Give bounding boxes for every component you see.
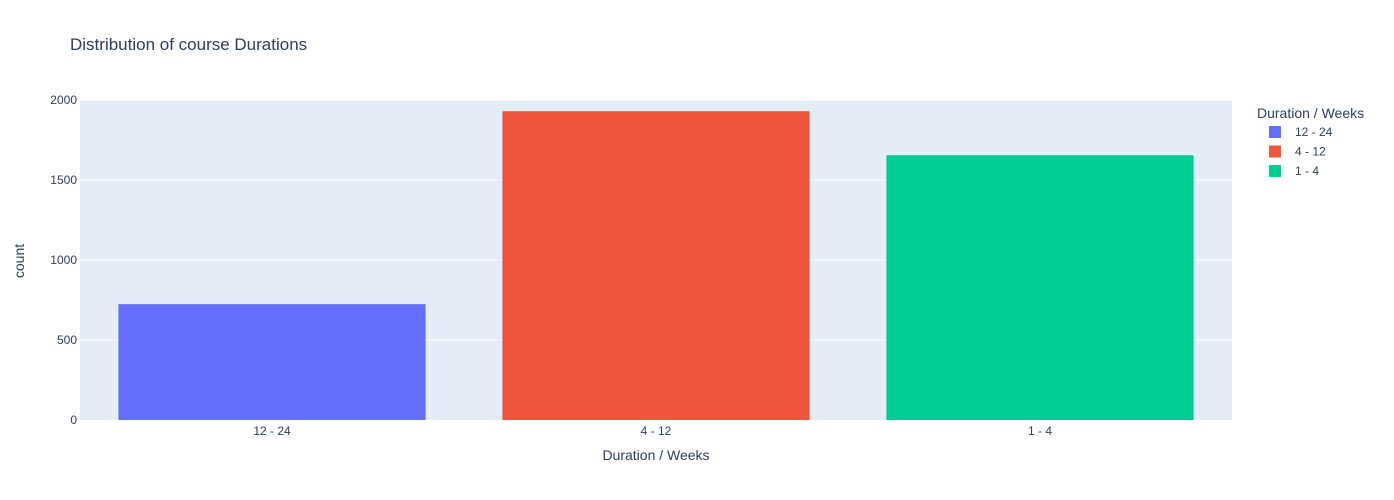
legend-label[interactable]: 4 - 12	[1295, 145, 1326, 159]
y-tick-label: 2000	[50, 93, 77, 107]
bar-4-12	[502, 111, 810, 420]
legend-swatch[interactable]	[1269, 165, 1281, 177]
y-tick-label: 1500	[50, 173, 77, 187]
legend-label[interactable]: 1 - 4	[1295, 164, 1319, 178]
legend-swatch[interactable]	[1269, 145, 1281, 158]
legend-title: Duration / Weeks	[1257, 105, 1364, 121]
x-axis-ticks: 12 - 24 4 - 12 1 - 4	[253, 424, 1052, 438]
y-tick-label: 0	[70, 413, 77, 427]
y-tick-label: 1000	[50, 253, 77, 267]
legend: Duration / Weeks 12 - 24 4 - 12 1 - 4	[1257, 105, 1364, 178]
x-tick-label: 1 - 4	[1028, 424, 1052, 438]
bar-1-4	[886, 155, 1194, 420]
x-tick-label: 4 - 12	[641, 424, 672, 438]
bars	[118, 111, 1194, 420]
x-tick-label: 12 - 24	[253, 424, 291, 438]
legend-swatch[interactable]	[1269, 126, 1281, 138]
chart-title: Distribution of course Durations	[70, 35, 307, 54]
x-axis-title: Duration / Weeks	[602, 447, 709, 463]
legend-label[interactable]: 12 - 24	[1295, 125, 1333, 139]
y-axis-title: count	[11, 244, 27, 278]
y-axis-ticks: 0 500 1000 1500 2000	[50, 93, 77, 427]
bar-12-24	[118, 304, 426, 420]
y-tick-label: 500	[57, 333, 77, 347]
